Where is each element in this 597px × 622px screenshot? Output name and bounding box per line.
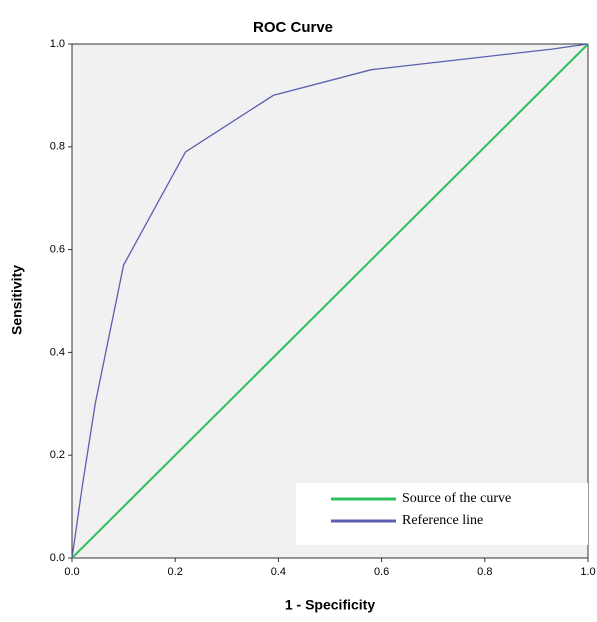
y-tick-label: 0.6 <box>50 244 65 256</box>
x-tick-label: 0.8 <box>477 566 492 578</box>
x-axis-label: 1 - Specificity <box>285 597 375 613</box>
y-tick-label: 0.4 <box>50 346 65 358</box>
x-tick-label: 1.0 <box>580 566 595 578</box>
page: ROC Curve 1 - Specificity Sensitivity 0.… <box>0 0 597 622</box>
y-tick-label: 0.0 <box>50 552 65 564</box>
x-tick-label: 0.0 <box>64 566 79 578</box>
y-axis-label: Sensitivity <box>9 265 25 335</box>
x-tick-label: 0.6 <box>374 566 389 578</box>
legend-label: Source of the curve <box>402 491 511 506</box>
x-tick-label: 0.4 <box>271 566 286 578</box>
y-tick-label: 1.0 <box>50 38 65 50</box>
chart: ROC Curve 1 - Specificity Sensitivity 0.… <box>0 0 597 622</box>
y-tick-label: 0.2 <box>50 449 65 461</box>
chart-title: ROC Curve <box>253 19 333 36</box>
legend-label: Reference line <box>402 513 483 528</box>
x-tick-label: 0.2 <box>168 566 183 578</box>
y-tick-label: 0.8 <box>50 141 65 153</box>
